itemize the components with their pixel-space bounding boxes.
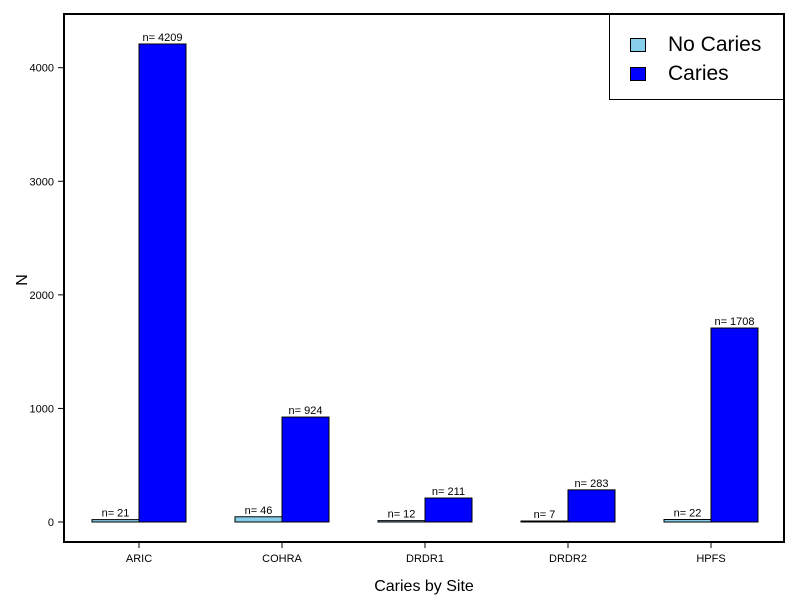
bar-hpfs-caries [710, 327, 759, 523]
y-tick-label-3000: 3000 [30, 176, 54, 188]
legend-swatch-no-caries [630, 38, 646, 52]
bar-cohra-no-caries [234, 516, 283, 523]
x-axis-title: Caries by Site [374, 578, 474, 595]
x-tick-label-cohra: COHRA [262, 553, 302, 565]
y-tick-label-4000: 4000 [30, 63, 54, 75]
legend-item-caries: Caries [630, 62, 729, 85]
bar-aric-caries [138, 43, 187, 523]
legend-swatch-caries [630, 67, 646, 81]
y-tick-label-2000: 2000 [30, 290, 54, 302]
bar-drdr1-caries [424, 497, 473, 523]
bar-hpfs-no-caries [663, 519, 712, 523]
x-tick-label-drdr1: DRDR1 [406, 553, 444, 565]
legend-label-no-caries: No Caries [668, 33, 762, 56]
data-label-aric-caries: n= 4209 [142, 32, 182, 44]
legend-item-no-caries: No Caries [630, 33, 762, 56]
data-label-aric-no-caries: n= 21 [102, 508, 130, 520]
data-label-hpfs-caries: n= 1708 [714, 316, 754, 328]
bar-drdr2-no-caries [520, 520, 569, 523]
plot-frame [63, 13, 785, 543]
x-tick-label-hpfs: HPFS [696, 553, 725, 565]
y-axis-title: N [14, 274, 31, 286]
bar-drdr1-no-caries [377, 520, 426, 523]
data-label-drdr2-caries: n= 283 [575, 478, 609, 490]
x-tick-label-aric: ARIC [126, 553, 152, 565]
data-label-drdr1-no-caries: n= 12 [388, 509, 416, 521]
data-label-drdr2-no-caries: n= 7 [534, 509, 556, 521]
bar-aric-no-caries [91, 519, 140, 523]
legend: No Caries Caries [609, 14, 784, 100]
y-tick-label-0: 0 [48, 517, 54, 529]
data-label-cohra-no-caries: n= 46 [245, 505, 273, 517]
data-label-hpfs-no-caries: n= 22 [674, 508, 702, 520]
data-label-drdr1-caries: n= 211 [432, 486, 465, 498]
bar-cohra-caries [281, 416, 330, 523]
legend-label-caries: Caries [668, 62, 729, 85]
data-label-cohra-caries: n= 924 [289, 405, 323, 417]
bar-drdr2-caries [567, 489, 616, 523]
x-tick-label-drdr2: DRDR2 [549, 553, 587, 565]
y-tick-label-1000: 1000 [30, 403, 54, 415]
